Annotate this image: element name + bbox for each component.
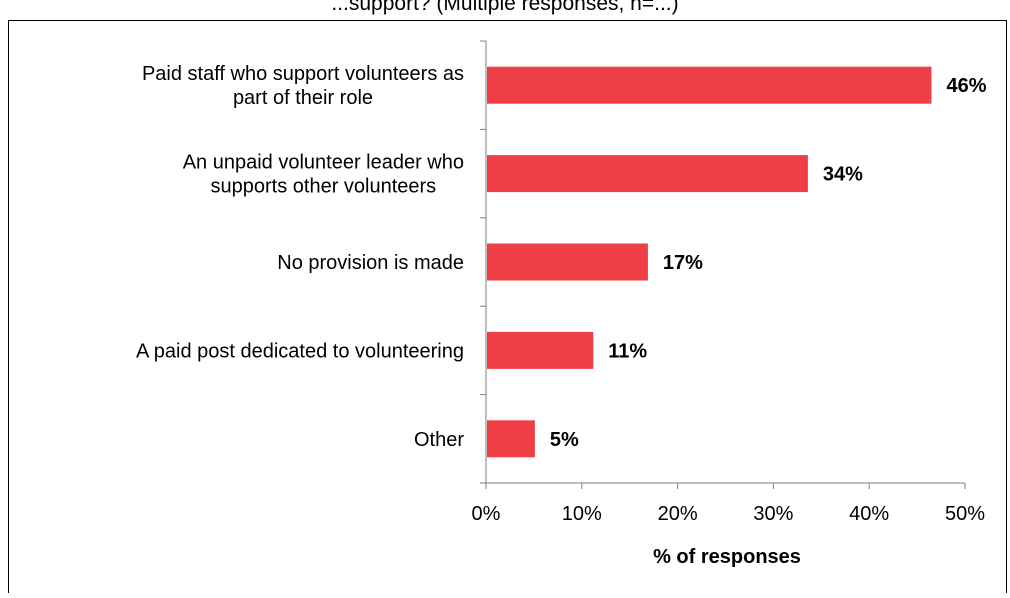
bar-layer [487, 66, 932, 458]
chart-title: ...support? (Multiple responses, n=...) [331, 0, 678, 15]
category-label: supports other volunteers [211, 176, 437, 198]
category-label: No provision is made [277, 252, 464, 274]
x-axis-title: % of responses [653, 546, 801, 568]
x-tick-label: 30% [753, 503, 793, 525]
x-tick-label: 0% [472, 503, 501, 525]
bar [487, 331, 594, 369]
x-tick-label: 40% [849, 503, 889, 525]
data-label: 5% [550, 429, 579, 451]
x-tick-label: 50% [945, 503, 985, 525]
category-label: A paid post dedicated to volunteering [136, 340, 464, 362]
x-tick-label: 10% [562, 503, 602, 525]
chart-area-border [8, 20, 1007, 598]
category-label: Other [414, 429, 464, 451]
category-label: part of their role [233, 87, 373, 109]
data-label: 34% [823, 164, 863, 186]
bar [487, 420, 535, 458]
bar [487, 243, 648, 281]
bar [487, 155, 808, 193]
bar [487, 66, 932, 104]
category-label: An unpaid volunteer leader who [183, 152, 464, 174]
label-layer: Paid staff who support volunteers aspart… [136, 63, 987, 451]
chart-frame-layer [8, 20, 1007, 598]
data-label: 11% [608, 340, 647, 362]
axis-layer: 0% 10% 20% 30% 40% 50% [472, 40, 985, 525]
category-label: Paid staff who support volunteers as [142, 63, 464, 85]
data-label: 17% [663, 252, 703, 274]
x-tick-label: 20% [658, 503, 698, 525]
chart-title-layer: ...support? (Multiple responses, n=...) [331, 0, 678, 15]
data-label: 46% [946, 75, 986, 97]
